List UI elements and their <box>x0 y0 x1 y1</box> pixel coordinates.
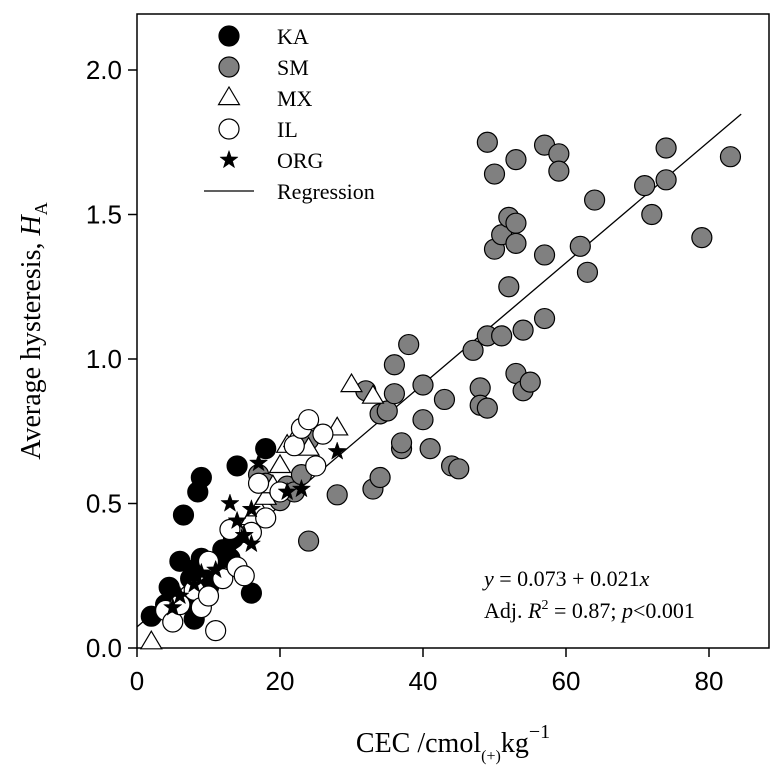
x-tick-label: 20 <box>266 666 295 696</box>
data-point-org <box>162 597 183 616</box>
data-point-sm <box>491 325 513 347</box>
data-point-org <box>184 574 204 593</box>
data-point-sm <box>433 388 456 411</box>
data-point-sm <box>641 203 663 226</box>
y-tick-label: 1.0 <box>86 344 122 374</box>
data-point-org <box>205 559 226 579</box>
data-point-sm <box>476 131 498 153</box>
data-point-sm <box>390 432 413 454</box>
data-point-sm <box>533 307 556 330</box>
legend-marker-ka <box>218 25 240 47</box>
legend: KA SM MX IL ORG Regression <box>204 24 375 204</box>
data-point-sm <box>462 339 484 361</box>
legend-label-regression: Regression <box>277 179 375 204</box>
data-point-sm <box>383 354 405 376</box>
data-point-sm <box>548 160 570 182</box>
data-point-sm <box>505 212 527 234</box>
data-point-sm <box>691 227 713 249</box>
data-point-mx <box>361 384 385 404</box>
data-point-mx <box>139 630 163 650</box>
legend-label-il: IL <box>277 117 298 142</box>
data-point-sm <box>498 276 520 298</box>
data-point-org <box>241 499 262 518</box>
regression-stats: Adj. R2 = 0.87; p<0.001 <box>484 598 695 623</box>
data-point-sm <box>326 484 348 506</box>
data-point-sm <box>412 374 434 396</box>
data-point-sm <box>398 333 420 356</box>
data-point-il <box>197 585 220 607</box>
data-point-org <box>170 585 190 605</box>
data-point-sm <box>483 163 506 185</box>
data-point-ka <box>190 466 212 489</box>
x-tick-label: 60 <box>552 666 581 696</box>
data-point-sm <box>583 189 606 211</box>
data-point-org <box>191 562 212 582</box>
data-point-sm <box>655 137 677 159</box>
x-tick-label: 0 <box>130 666 144 696</box>
data-point-mx <box>268 453 292 474</box>
data-point-sm <box>505 148 527 171</box>
data-point-il <box>305 455 327 477</box>
data-point-org <box>220 539 240 559</box>
data-point-org <box>277 481 297 501</box>
data-point-ka <box>255 437 277 460</box>
data-point-mx <box>339 372 364 393</box>
data-point-org <box>327 441 347 460</box>
data-point-sm <box>634 175 656 197</box>
data-point-sm <box>512 319 534 341</box>
data-point-sm <box>448 458 470 480</box>
data-point-sm <box>519 371 541 393</box>
data-point-ka <box>226 455 248 477</box>
y-tick-label: 0.5 <box>86 489 122 519</box>
series-org <box>162 441 347 616</box>
legend-marker-mx <box>217 85 241 106</box>
points-layer <box>139 131 742 650</box>
legend-marker-sm <box>218 56 240 78</box>
x-tick-label: 80 <box>695 666 724 696</box>
data-point-org <box>227 510 247 530</box>
data-point-sm <box>719 146 742 168</box>
data-point-sm <box>298 530 320 552</box>
data-point-il <box>255 507 277 529</box>
data-point-sm <box>412 409 434 431</box>
data-point-sm <box>419 437 441 460</box>
legend-label-ka: KA <box>277 24 309 49</box>
data-point-sm <box>383 383 405 405</box>
plot-frame <box>136 13 770 649</box>
data-point-il <box>312 423 334 445</box>
data-point-org <box>220 493 240 512</box>
data-point-org <box>241 533 262 553</box>
y-axis-title: Average hysteresis, HA <box>16 202 51 459</box>
legend-marker-org <box>219 149 239 169</box>
data-point-org <box>248 452 269 472</box>
data-point-il <box>233 565 255 587</box>
x-tick-label: 40 <box>409 666 438 696</box>
data-point-org <box>234 525 255 544</box>
x-axis-title: CEC /cmol(+)kg−1 <box>356 721 550 765</box>
data-point-sm <box>505 232 527 254</box>
data-point-il <box>205 620 227 642</box>
y-tick-label: 1.5 <box>86 200 122 230</box>
data-point-sm <box>655 169 677 191</box>
y-tick-label: 2.0 <box>86 55 122 85</box>
data-point-sm <box>369 466 391 489</box>
legend-label-org: ORG <box>277 148 324 173</box>
axes: 0 20 40 60 80 0.0 0.5 1.0 1.5 2.0 <box>86 55 724 696</box>
regression-annotation: y = 0.073 + 0.021x Adj. R2 = 0.87; p<0.0… <box>482 566 695 623</box>
data-point-il <box>247 472 270 494</box>
data-point-sm <box>576 261 599 283</box>
regression-equation: y = 0.073 + 0.021x <box>482 566 650 591</box>
y-tick-label: 0.0 <box>86 633 122 663</box>
data-point-ka <box>172 504 195 526</box>
legend-label-sm: SM <box>277 55 309 80</box>
data-point-sm <box>476 397 498 419</box>
data-point-il <box>298 409 320 431</box>
data-point-sm <box>569 235 591 257</box>
legend-label-mx: MX <box>277 86 313 111</box>
data-point-sm <box>533 244 556 266</box>
data-point-org <box>291 478 312 498</box>
legend-marker-il <box>218 118 240 140</box>
